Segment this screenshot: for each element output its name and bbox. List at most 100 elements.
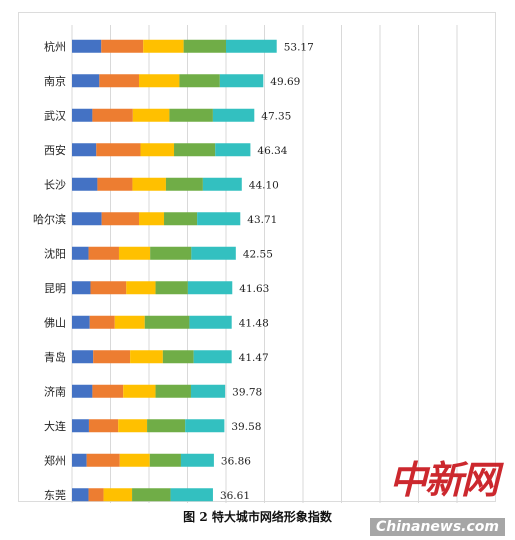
chinanews-logo-watermark: 中新网 [388, 457, 499, 502]
bar-segment [155, 384, 191, 398]
bar-segment [90, 281, 127, 295]
bar-segment [97, 177, 133, 191]
total-value-label: 53.17 [284, 41, 314, 53]
bar-segment [119, 453, 150, 467]
bar-segment [88, 246, 119, 260]
bar-segment [144, 315, 190, 329]
total-value-label: 43.71 [247, 214, 277, 226]
bar-segment [72, 74, 100, 88]
bar-segment [138, 74, 180, 88]
bar-segment [138, 212, 165, 226]
bar-segment [179, 74, 220, 88]
bar-segment [72, 108, 93, 122]
bar-segment [88, 419, 119, 433]
bar-segment [72, 350, 94, 364]
total-value-label: 39.78 [232, 386, 262, 398]
total-value-label: 46.34 [257, 145, 287, 157]
category-label: 武汉 [44, 109, 66, 122]
bar-segment [72, 488, 89, 502]
category-label: 佛山 [44, 316, 66, 329]
bar-segment [103, 488, 133, 502]
category-label: 西安 [44, 143, 66, 157]
bar-segment [72, 177, 98, 191]
site-watermark: Chinanews.com [369, 518, 505, 536]
bar-segment [155, 281, 188, 295]
bar-segment [118, 246, 151, 260]
bar-segment [72, 384, 93, 398]
bar-segment [164, 212, 198, 226]
bar-segment [126, 281, 156, 295]
stacked-bar-chart: 0.0010.0020.0030.0040.0050.0060.0070.008… [33, 25, 458, 503]
bar-segment [123, 384, 156, 398]
total-value-label: 44.10 [249, 179, 279, 191]
category-label: 沈阳 [44, 246, 66, 260]
total-value-label: 47.35 [261, 110, 291, 122]
category-label: 杭州 [44, 39, 66, 53]
category-label: 哈尔滨 [33, 212, 66, 226]
bar-segment [92, 384, 124, 398]
bar-segment [72, 143, 97, 157]
bar-segment [72, 453, 87, 467]
category-label: 东莞 [44, 489, 66, 502]
bar-segment [93, 350, 131, 364]
bar-segment [92, 108, 133, 122]
chart-frame: 0.0010.0020.0030.0040.0050.0060.0070.008… [18, 12, 496, 503]
bar-segment [170, 488, 213, 502]
bar-segment [88, 488, 104, 502]
category-label: 大连 [44, 419, 66, 433]
bar-segment [72, 315, 90, 329]
bar-segment [132, 177, 166, 191]
bar-segment [162, 350, 194, 364]
total-value-label: 36.61 [220, 490, 250, 502]
figure-caption: 图 2 特大城市网络形象指数 [183, 510, 332, 524]
bar-segment [215, 143, 251, 157]
bar-segment [72, 246, 89, 260]
bar-segment [143, 39, 184, 53]
bar-segment [86, 453, 120, 467]
bar-segment [132, 488, 171, 502]
total-value-label: 41.48 [239, 317, 269, 329]
bar-segment [72, 39, 102, 53]
bar-segment [187, 281, 233, 295]
total-value-label: 41.47 [239, 352, 269, 364]
bar-segment [96, 143, 141, 157]
bar-segment [226, 39, 277, 53]
bar-segment [185, 419, 225, 433]
total-value-label: 39.58 [231, 421, 261, 433]
category-label: 青岛 [44, 350, 66, 364]
category-label: 济南 [44, 384, 66, 398]
bar-segment [219, 74, 264, 88]
bar-segment [147, 419, 186, 433]
bar-segment [149, 453, 181, 467]
bar-segment [114, 315, 145, 329]
bar-segment [72, 212, 102, 226]
bar-segment [165, 177, 203, 191]
bar-segment [212, 108, 255, 122]
bar-segment [72, 419, 89, 433]
bar-segment [72, 281, 91, 295]
bar-segment [101, 39, 144, 53]
total-value-label: 41.63 [239, 283, 269, 295]
bar-segment [202, 177, 242, 191]
bar-segment [174, 143, 216, 157]
category-label: 南京 [44, 74, 66, 88]
category-label: 郑州 [44, 453, 66, 467]
bar-segment [193, 350, 232, 364]
bar-segment [169, 108, 213, 122]
bar-segment [183, 39, 226, 53]
bar-segment [99, 74, 139, 88]
bar-segment [118, 419, 148, 433]
bar-segment [191, 246, 236, 260]
category-label: 长沙 [44, 178, 66, 191]
bar-segment [180, 453, 214, 467]
bar-segment [130, 350, 163, 364]
bar-segment [197, 212, 241, 226]
bar-segment [132, 108, 170, 122]
bar-segment [190, 384, 226, 398]
total-value-label: 42.55 [243, 248, 273, 260]
category-label: 昆明 [44, 282, 66, 295]
bar-segment [189, 315, 232, 329]
total-value-label: 36.86 [221, 455, 251, 467]
bar-segment [150, 246, 192, 260]
total-value-label: 49.69 [270, 76, 300, 88]
